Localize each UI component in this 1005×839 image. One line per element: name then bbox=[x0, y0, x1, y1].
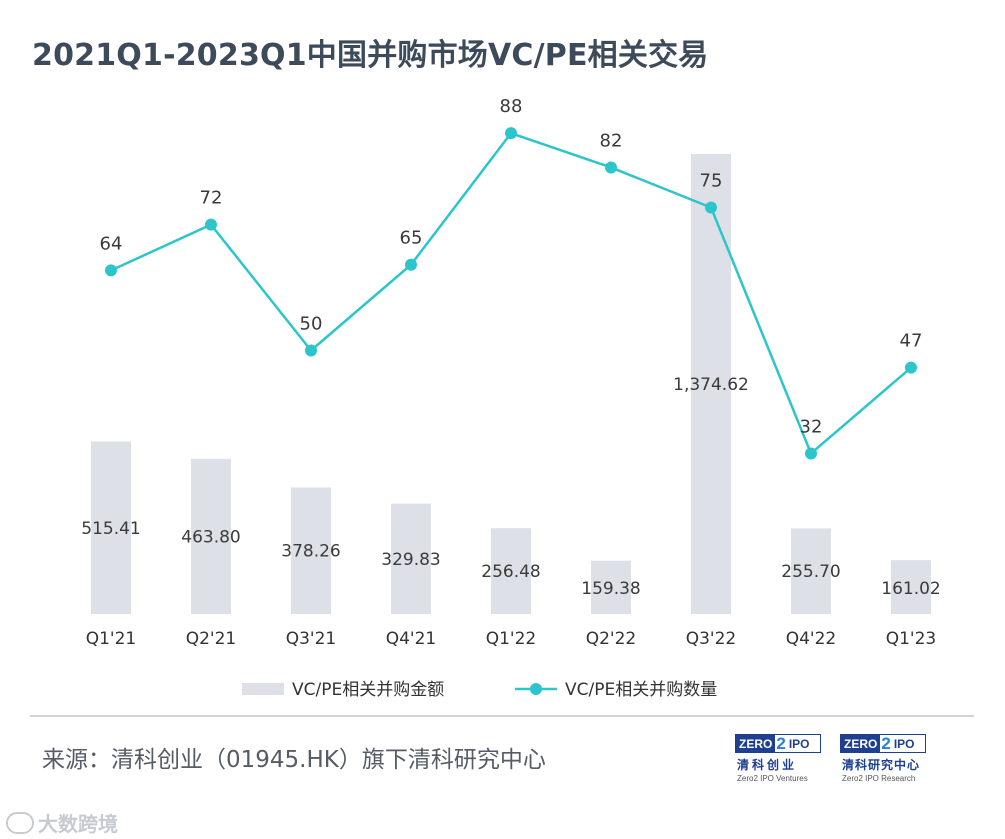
line-point bbox=[905, 361, 917, 374]
line-data-label: 50 bbox=[300, 314, 323, 335]
x-tick-label: Q1'23 bbox=[886, 629, 937, 649]
bar bbox=[191, 458, 231, 614]
line-data-label: 32 bbox=[800, 416, 823, 437]
bar-data-label: 329.83 bbox=[381, 550, 440, 570]
line-point bbox=[405, 258, 417, 271]
zero2ipo-ventures-logo: ZERO 2 IPO 清科创业 Zero2 IPO Ventures bbox=[735, 734, 821, 786]
watermark-icon bbox=[6, 811, 34, 834]
legend-line-marker bbox=[530, 683, 542, 695]
bar-data-label: 1,374.62 bbox=[673, 375, 749, 395]
bar-data-label: 255.70 bbox=[781, 562, 840, 582]
bar-data-label: 515.41 bbox=[81, 519, 140, 539]
bar-data-label: 159.38 bbox=[581, 579, 640, 599]
bar bbox=[791, 528, 831, 614]
x-tick-label: Q2'22 bbox=[586, 629, 637, 649]
x-tick-label: Q1'22 bbox=[486, 629, 537, 649]
x-tick-label: Q4'21 bbox=[386, 629, 437, 649]
legend-bar-swatch bbox=[242, 683, 284, 695]
bar bbox=[691, 154, 731, 614]
line-point bbox=[205, 218, 217, 231]
source-note: 来源：清科创业（01945.HK）旗下清科研究中心 bbox=[42, 747, 546, 773]
line-data-label: 47 bbox=[900, 331, 923, 352]
bar bbox=[291, 487, 331, 614]
chart: 515.41 463.80 378.26 329.83 256.48 159.38 1,37… bbox=[81, 96, 940, 700]
bar bbox=[491, 528, 531, 614]
legend-line-label: VC/PE相关并购数量 bbox=[565, 680, 717, 700]
watermark: 大数跨境 bbox=[6, 808, 118, 837]
line-data-label: 64 bbox=[100, 233, 123, 254]
chart-title: 2021Q1-2023Q1中国并购市场VC/PE相关交易 bbox=[32, 38, 709, 73]
bar bbox=[891, 560, 931, 614]
bar-data-label: 378.26 bbox=[281, 542, 340, 562]
logo-cn-text: 清科创业 bbox=[737, 758, 798, 772]
line-data-label: 72 bbox=[200, 188, 223, 209]
logo-en-text: Zero2 IPO Ventures bbox=[737, 774, 808, 783]
line-point bbox=[805, 447, 817, 460]
line-data-label: 82 bbox=[600, 130, 623, 151]
bar bbox=[591, 560, 631, 614]
series-line bbox=[110, 131, 912, 455]
logo-en-text: Zero2 IPO Research bbox=[842, 774, 916, 783]
bar-data-label: 463.80 bbox=[181, 527, 240, 547]
bar bbox=[91, 441, 131, 614]
x-tick-label: Q2'21 bbox=[186, 629, 237, 649]
bar-data-label: 256.48 bbox=[481, 562, 540, 582]
bar-data-label: 161.02 bbox=[881, 579, 940, 599]
line-data-label: 65 bbox=[400, 228, 423, 249]
x-tick-label: Q3'22 bbox=[686, 629, 737, 649]
x-tick-label: Q3'21 bbox=[286, 629, 337, 649]
x-tick-label: Q1'21 bbox=[86, 629, 137, 649]
line-point bbox=[605, 161, 617, 174]
line-data-label: 75 bbox=[700, 171, 723, 192]
divider bbox=[30, 715, 974, 717]
legend-bar-label: VC/PE相关并购金额 bbox=[292, 680, 444, 700]
line-point bbox=[705, 201, 717, 214]
x-tick-label: Q4'22 bbox=[786, 629, 837, 649]
line-point bbox=[305, 344, 317, 357]
line-point bbox=[105, 264, 117, 277]
logo-cn-text: 清科研究中心 bbox=[842, 758, 921, 772]
line-point bbox=[505, 127, 517, 140]
bar bbox=[391, 503, 431, 614]
line-data-label: 88 bbox=[500, 96, 523, 117]
zero2ipo-research-logo: ZERO 2 IPO 清科研究中心 Zero2 IPO Research bbox=[840, 734, 926, 786]
